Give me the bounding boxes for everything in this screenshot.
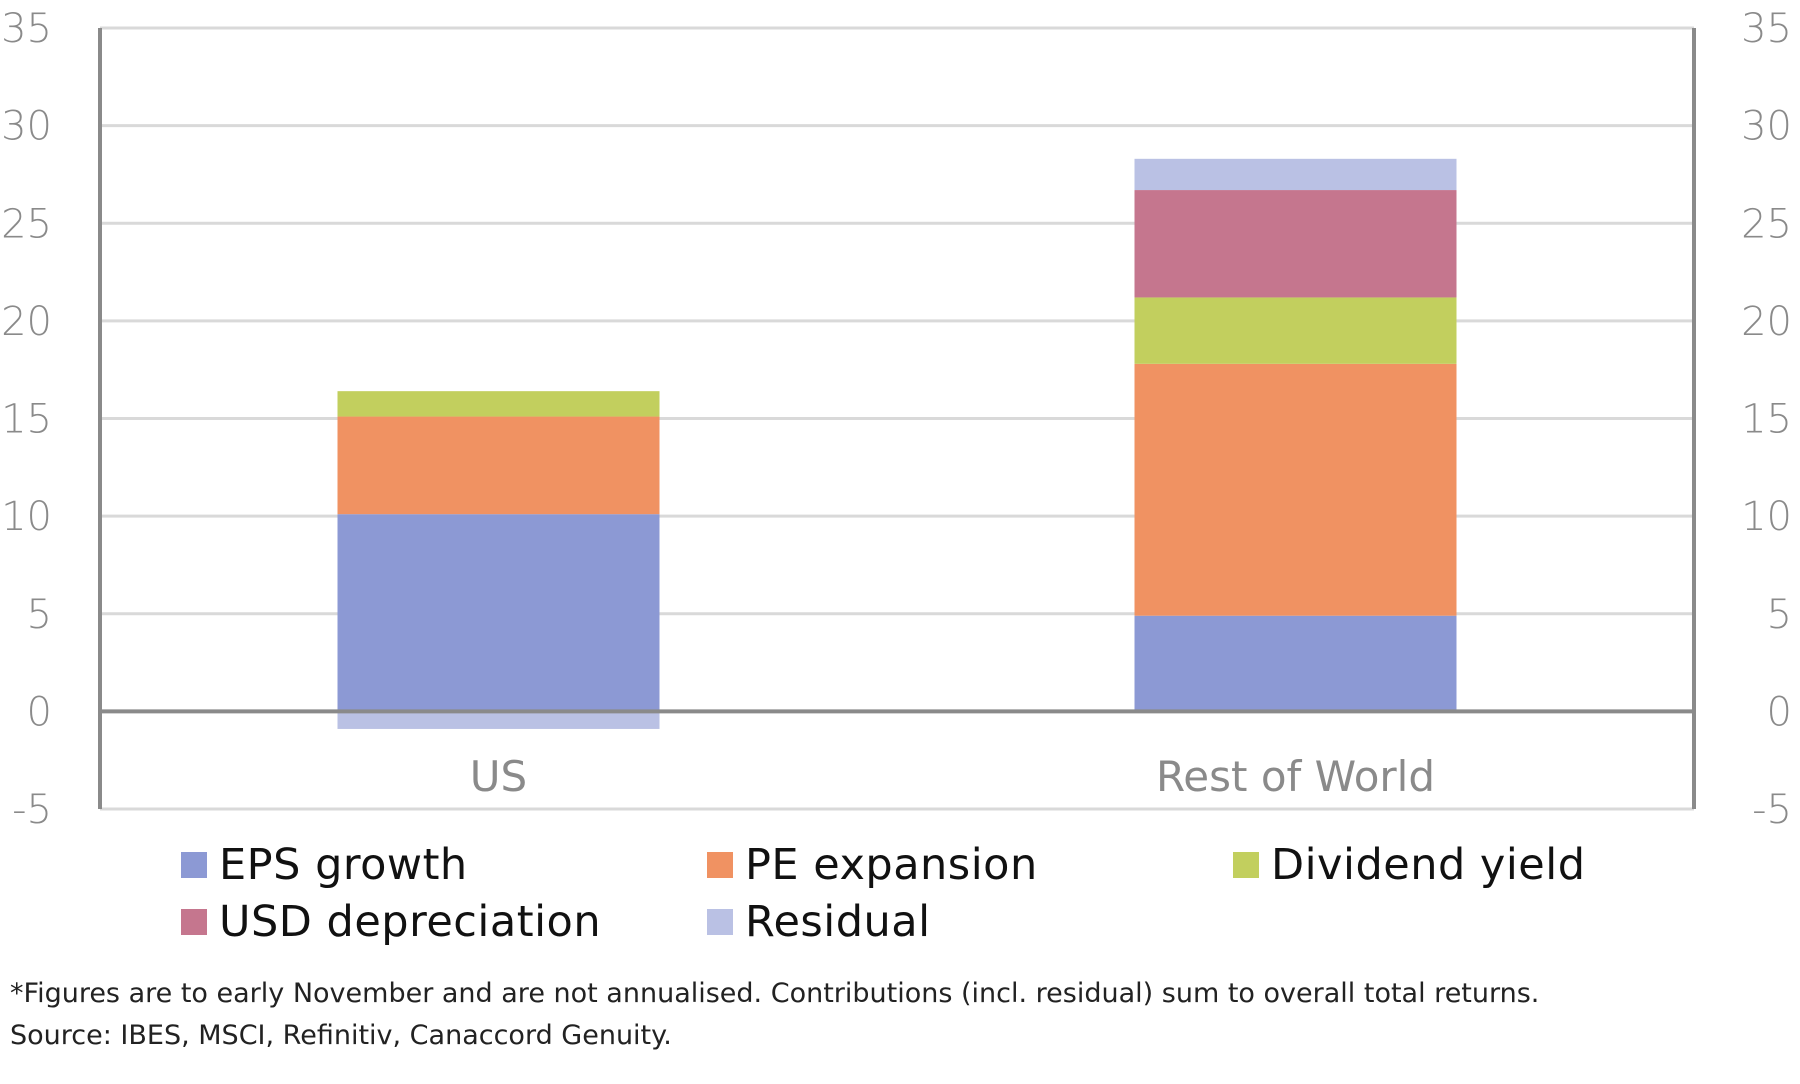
y-tick-label-left: 5 (27, 592, 52, 638)
legend-label: Residual (745, 897, 931, 947)
category-label: US (470, 752, 527, 801)
legend-swatch-residual (707, 909, 733, 935)
legend-item-residual: Residual (707, 897, 931, 947)
y-tick-label-left: 0 (27, 689, 52, 735)
category-label: Rest of World (1156, 752, 1435, 801)
category-labels: US Rest of World (470, 752, 1435, 801)
y-tick-label-right: 35 (1741, 6, 1792, 52)
legend-label: EPS growth (219, 840, 468, 890)
y-tick-label-left: -5 (12, 787, 52, 833)
legend-label: PE expansion (745, 840, 1038, 890)
footnote-note: *Figures are to early November and are n… (10, 978, 1540, 1009)
y-tick-label-right: 15 (1741, 397, 1792, 443)
bar-segment-residual (1134, 158, 1457, 191)
bar-stack-rest-of-world (1134, 158, 1457, 712)
bar-segment-dividend-yield (1134, 297, 1457, 364)
axes (98, 28, 1696, 809)
bar-segment-usd-depreciation (1134, 190, 1457, 298)
stacked-bar-chart: 35 30 25 20 15 10 5 0 -5 35 30 25 20 15 10 5 0 -5 US Rest… (1, 6, 1792, 833)
y-tick-label-right: 30 (1741, 104, 1792, 150)
bar-segment-pe-expansion (1134, 363, 1457, 616)
y-axis-right-labels: 35 30 25 20 15 10 5 0 -5 (1741, 6, 1792, 833)
y-tick-label-left: 35 (1, 6, 52, 52)
legend-label: Dividend yield (1271, 840, 1586, 890)
legend-item-pe-expansion: PE expansion (707, 840, 1038, 890)
legend-swatch-dividend-yield (1233, 852, 1259, 878)
bar-segment-eps-growth (1134, 615, 1457, 712)
legend-label: USD depreciation (219, 897, 602, 947)
y-tick-label-left: 15 (1, 397, 52, 443)
bar-segment-pe-expansion (337, 416, 660, 515)
y-tick-label-right: 10 (1741, 494, 1792, 540)
bar-segment-eps-growth (337, 514, 660, 712)
y-tick-label-right: 0 (1767, 689, 1792, 735)
y-axis-left-labels: 35 30 25 20 15 10 5 0 -5 (1, 6, 52, 833)
y-tick-label-right: -5 (1752, 787, 1792, 833)
legend-swatch-pe-expansion (707, 852, 733, 878)
y-tick-label-left: 30 (1, 104, 52, 150)
bar-segment-residual (337, 711, 660, 729)
y-tick-label-right: 20 (1741, 299, 1792, 345)
bar-stacks (337, 158, 1457, 729)
legend-swatch-eps-growth (181, 852, 207, 878)
legend-swatch-usd-depreciation (181, 909, 207, 935)
y-tick-label-right: 5 (1767, 592, 1792, 638)
legend-item-eps-growth: EPS growth (181, 840, 468, 890)
y-tick-label-right: 25 (1741, 201, 1792, 247)
y-tick-label-left: 20 (1, 299, 52, 345)
bar-stack-us (337, 391, 660, 729)
bar-segment-dividend-yield (337, 391, 660, 417)
y-tick-label-left: 10 (1, 494, 52, 540)
legend-item-dividend-yield: Dividend yield (1233, 840, 1586, 890)
y-tick-label-left: 25 (1, 201, 52, 247)
footnote-source: Source: IBES, MSCI, Refinitiv, Canaccord… (10, 1020, 672, 1051)
legend-item-usd-depreciation: USD depreciation (181, 897, 601, 947)
